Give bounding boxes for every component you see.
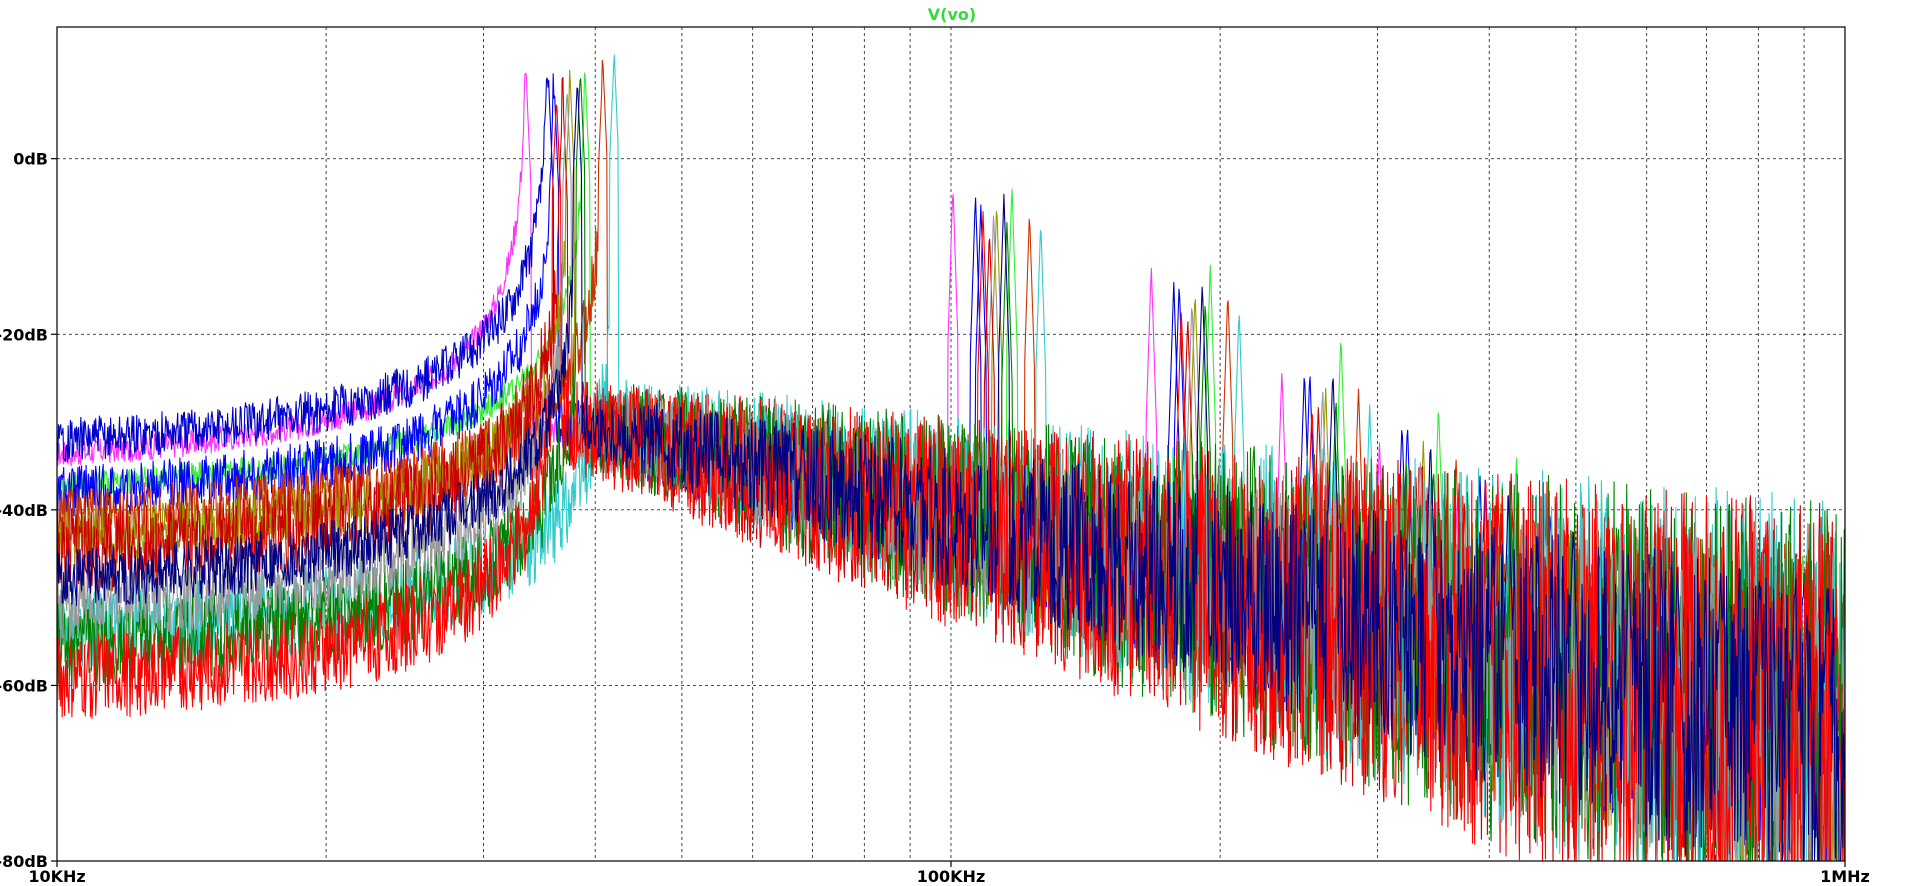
- y-tick-label-3: -60dB: [0, 676, 48, 695]
- y-tick-label-2: -40dB: [0, 501, 48, 520]
- x-tick-label-0: 10KHz: [28, 867, 85, 886]
- series-layer: [56, 54, 1846, 862]
- series-line-11: [56, 87, 1846, 862]
- y-tick-label-0: 0dB: [13, 150, 48, 169]
- series-line-9: [56, 94, 1846, 862]
- chart-title: V(vo): [928, 5, 976, 24]
- y-tick-label-1: -20dB: [0, 325, 48, 344]
- x-tick-label-1: 100KHz: [917, 867, 986, 886]
- x-tick-label-2: 1MHz: [1820, 867, 1870, 886]
- y-tick-label-4: -80dB: [0, 852, 48, 871]
